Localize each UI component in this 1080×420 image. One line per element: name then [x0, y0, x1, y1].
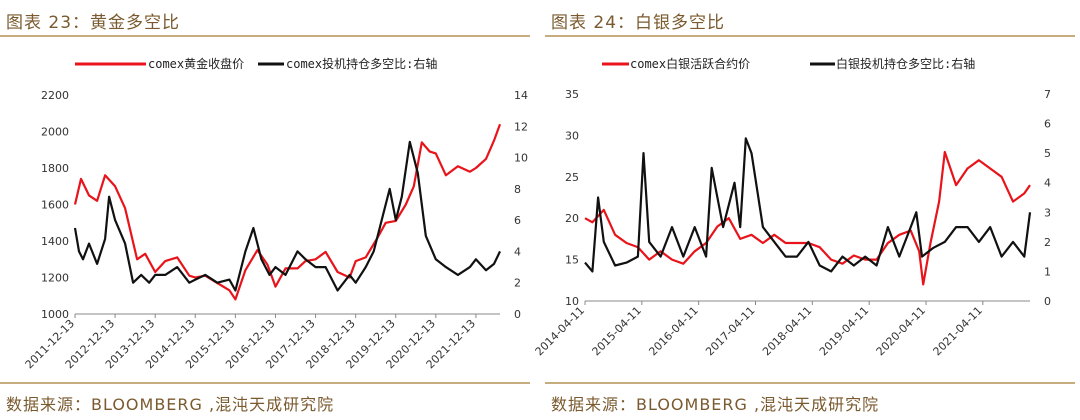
y-right-tick-label: 2 [1044, 236, 1051, 249]
source-text: 数据来源：BLOOMBERG ,混沌天成研究院 [551, 395, 880, 414]
y-left-tick-label: 10 [565, 295, 579, 308]
y-left-tick-label: 1800 [41, 162, 69, 175]
y-right-tick-label: 8 [514, 183, 521, 196]
y-right-tick-label: 3 [1044, 206, 1051, 219]
y-left-tick-label: 2200 [41, 89, 69, 102]
x-tick-label: 2018-04-11 [760, 304, 814, 358]
series-line-right-axis [584, 137, 1032, 273]
x-tick-label: 2015-04-11 [590, 304, 644, 358]
y-right-tick-label: 12 [514, 120, 528, 133]
y-right-tick-label: 5 [1044, 147, 1051, 160]
y-right-tick-label: 6 [1044, 118, 1051, 131]
source-rule [0, 382, 530, 384]
source-text: 数据来源：BLOOMBERG ,混沌天成研究院 [6, 395, 335, 414]
y-right-tick-label: 2 [514, 277, 521, 290]
y-left-tick-label: 1600 [41, 199, 69, 212]
title-rule [0, 35, 530, 37]
source-rule [545, 382, 1075, 384]
y-left-tick-label: 20 [565, 212, 579, 225]
legend-label: comex白银活跃合约价 [630, 56, 750, 71]
y-right-tick-label: 6 [514, 214, 521, 227]
series-line-right-axis [73, 140, 501, 292]
legend-label: 白银投机持仓多空比:右轴 [836, 56, 975, 71]
chart-panel-gold: 图表 23：黄金多空比 1000 1200 1400 1600 1800 2000 2200… [0, 0, 530, 420]
y-right-tick-label: 14 [514, 89, 528, 102]
y-right-tick-label: 1 [1044, 265, 1051, 278]
y-right-tick-label: 10 [514, 152, 528, 165]
legend-label: comex黄金收盘价 [148, 56, 244, 71]
chart-panel-silver: 图表 24：白银多空比 10 15 20 25 30 35 0 1 2 3 4 5 6 7 2014-04-… [533, 0, 1075, 420]
x-tick-label: 2019-04-11 [817, 304, 871, 358]
figure-title: 图表 23：黄金多空比 [6, 13, 181, 33]
y-left-tick-label: 1200 [41, 272, 69, 285]
y-right-tick-label: 4 [514, 245, 521, 258]
y-left-tick-label: 2000 [41, 126, 69, 139]
x-tick-label: 2021-04-11 [931, 304, 985, 358]
x-tick-label: 2014-04-11 [533, 304, 587, 358]
y-left-tick-label: 30 [565, 129, 579, 142]
y-right-tick-label: 7 [1044, 88, 1051, 101]
y-left-tick-label: 1400 [41, 235, 69, 248]
gold-chart-svg: 1000120014001600180020002200024681012142… [23, 56, 528, 371]
legend-label: comex投机持仓多空比:右轴 [286, 56, 437, 71]
series-line-left-axis [584, 150, 1031, 286]
series-line-left-axis [73, 123, 502, 301]
x-tick-label: 2016-04-11 [646, 304, 700, 358]
title-rule [545, 35, 1075, 37]
y-left-tick-label: 25 [565, 171, 579, 184]
figure-title: 图表 24：白银多空比 [551, 13, 726, 33]
y-left-tick-label: 1000 [41, 308, 69, 321]
x-tick-label: 2020-04-11 [874, 304, 928, 358]
y-left-tick-label: 15 [565, 254, 579, 267]
y-left-tick-label: 35 [565, 88, 579, 101]
y-right-tick-label: 0 [1044, 295, 1051, 308]
x-tick-label: 2017-04-11 [703, 304, 757, 358]
silver-chart-svg: 10 15 20 25 30 35 0 1 2 3 4 5 6 7 2014-04-11 2015-04-11… [533, 56, 1051, 358]
y-right-tick-label: 4 [1044, 177, 1051, 190]
y-right-tick-label: 0 [514, 308, 521, 321]
